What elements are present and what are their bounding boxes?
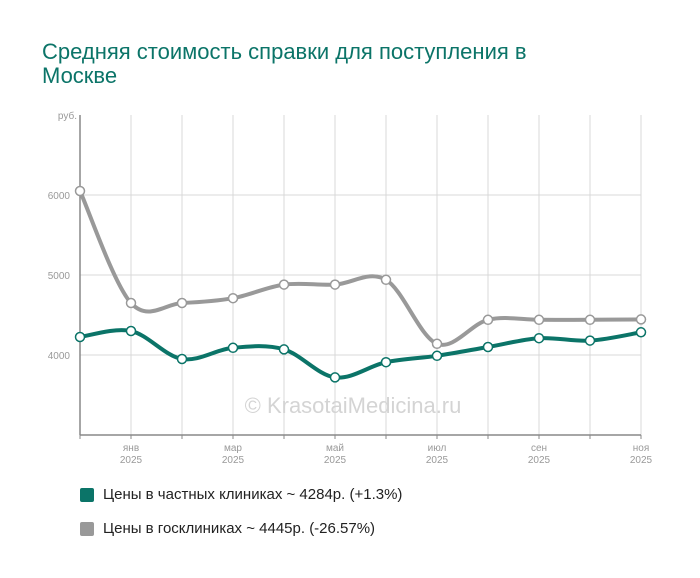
data-point	[329, 279, 341, 290]
x-tick-month: сен	[531, 443, 547, 454]
data-point	[329, 372, 341, 383]
legend-swatch	[80, 521, 94, 536]
x-tick-month: июл	[428, 443, 447, 454]
data-point	[125, 325, 137, 337]
data-point	[227, 292, 239, 304]
y-tick-label: 4000	[48, 351, 71, 362]
legend-label: Цены в частных клиниках ~ 4284р. (+1.3%)	[103, 486, 403, 503]
x-tick-year: 2025	[528, 455, 551, 466]
x-tick-year: 2025	[324, 455, 347, 466]
y-tick-label: 6000	[48, 191, 71, 202]
x-tick-year: 2025	[630, 455, 653, 466]
y-axis-unit: руб.	[58, 110, 77, 122]
watermark: © KrasotaiMedicina.ru	[245, 393, 462, 418]
series-line	[78, 328, 643, 380]
x-tick-year: 2025	[426, 455, 449, 466]
data-point	[278, 344, 290, 355]
series-line	[78, 189, 643, 347]
data-point	[482, 314, 494, 326]
x-tick-month: мар	[224, 443, 242, 454]
data-point	[278, 279, 290, 290]
legend-item-private[interactable]: Цены в частных клиниках ~ 4284р. (+1.3%)	[80, 486, 402, 503]
x-tick-month: ноя	[633, 443, 650, 454]
data-point	[227, 342, 239, 354]
x-tick-year: 2025	[120, 455, 143, 466]
legend-swatch	[80, 487, 94, 502]
data-point	[431, 338, 443, 350]
data-point	[584, 314, 596, 326]
data-point	[74, 331, 86, 343]
data-point	[125, 297, 137, 309]
data-point	[380, 274, 392, 286]
data-point	[533, 332, 545, 344]
data-point	[74, 185, 86, 197]
data-point	[176, 353, 188, 365]
data-point	[482, 341, 494, 353]
data-point	[533, 314, 545, 326]
y-tick-label: 5000	[48, 271, 71, 282]
chart-title: Средняя стоимость справки для поступлени…	[42, 39, 527, 88]
x-tick-month: май	[326, 443, 344, 454]
data-point	[635, 314, 647, 325]
x-tick-year: 2025	[222, 455, 245, 466]
x-tick-month: янв	[123, 443, 139, 454]
data-point	[380, 356, 392, 368]
data-point	[635, 327, 647, 338]
data-point	[431, 350, 443, 362]
legend-label: Цены в госклиниках ~ 4445р. (-26.57%)	[103, 520, 376, 537]
data-point	[584, 335, 596, 346]
legend-item-public[interactable]: Цены в госклиниках ~ 4445р. (-26.57%)	[80, 520, 375, 537]
data-point	[176, 297, 188, 309]
